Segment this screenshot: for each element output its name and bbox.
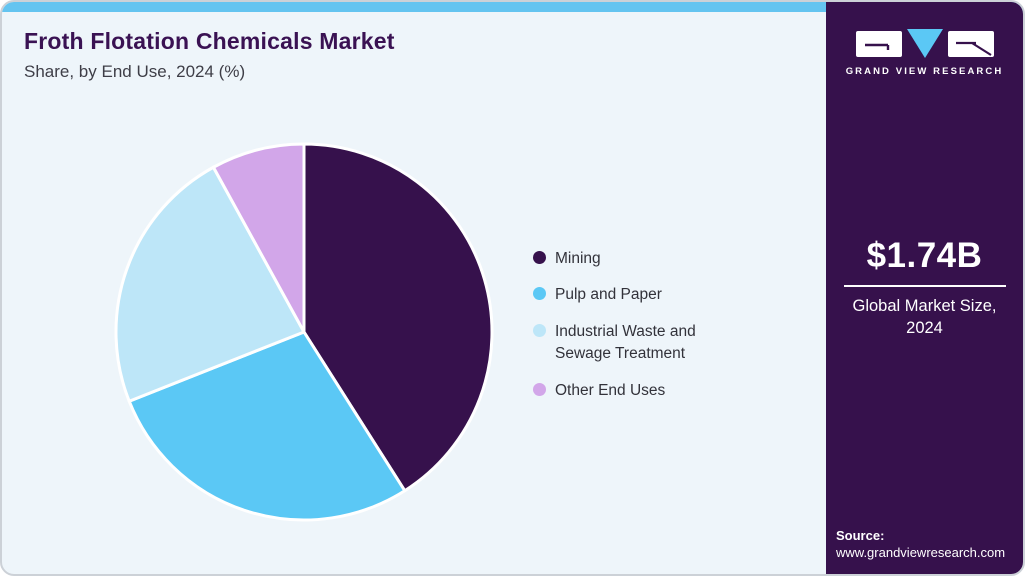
pie-slice-pulp-and-paper — [127, 330, 407, 522]
logo-g-block — [855, 31, 902, 57]
source-label: Source: — [836, 528, 885, 543]
chart-subtitle: Share, by End Use, 2024 (%) — [24, 62, 246, 81]
legend-label: Other End Uses — [555, 381, 666, 399]
legend-swatch — [533, 323, 546, 337]
logo-r-glyph — [955, 41, 992, 56]
chart-title: Froth Flotation Chemicals Market — [24, 28, 395, 54]
legend-label: Mining — [555, 250, 601, 267]
source-url: www.grandviewresearch.com — [836, 545, 1006, 560]
market-size-block: $1.74B Global Market Size, 2024 — [826, 236, 1023, 340]
legend-label: Pulp and Paper — [555, 286, 662, 304]
logo-g-glyph — [864, 43, 889, 50]
logo-v-triangle-icon — [906, 29, 943, 58]
source-block: Source: www.grandviewresearch.com — [836, 528, 1005, 560]
legend-swatch — [533, 251, 546, 264]
divider-line — [843, 285, 1006, 287]
legend-item: Pulp and Paper — [533, 284, 743, 306]
pie-slice-industrial-waste-and-sewage-treatment — [114, 165, 306, 403]
logo-r-block — [947, 31, 994, 57]
market-size-label: Global Market Size, 2024 — [826, 295, 1023, 340]
sidebar: GRAND VIEW RESEARCH $1.74B Global Market… — [826, 2, 1023, 574]
pie-svg — [114, 142, 494, 522]
brand-logo: GRAND VIEW RESEARCH — [826, 29, 1023, 77]
market-size-label-line2: 2024 — [906, 319, 943, 338]
top-accent-bar — [2, 2, 1023, 12]
market-size-value: $1.74B — [866, 236, 983, 275]
pie-slice-other-end-uses — [211, 142, 306, 334]
pie-chart — [112, 140, 496, 524]
market-size-label-line1: Global Market Size, — [852, 297, 997, 315]
brand-name: GRAND VIEW RESEARCH — [845, 66, 1004, 77]
legend-swatch — [533, 382, 546, 396]
header: Froth Flotation Chemicals Market Share, … — [24, 28, 395, 82]
legend-item: Other End Uses — [533, 380, 743, 402]
gvr-logo-icon — [826, 29, 1023, 59]
legend: Mining Pulp and Paper Industrial Waste and… — [533, 248, 743, 416]
legend-item: Mining — [533, 248, 743, 270]
legend-item: Industrial Waste and Sewage Treatment — [533, 321, 743, 366]
legend-swatch — [533, 287, 546, 301]
legend-label: Industrial Waste and Sewage Treatment — [555, 322, 696, 363]
